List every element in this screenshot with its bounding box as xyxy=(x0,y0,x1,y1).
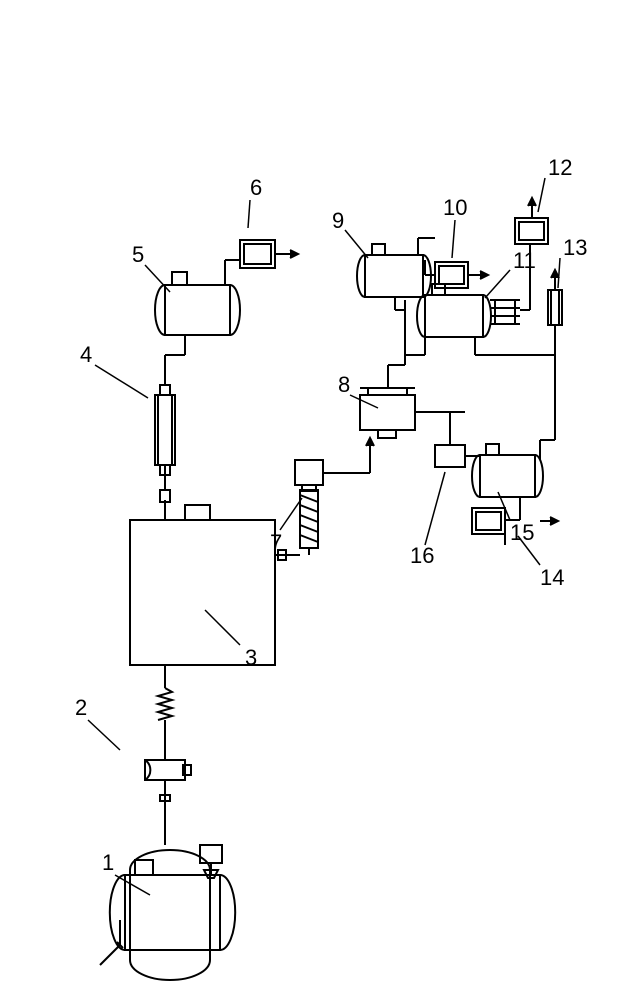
label-10: 10 xyxy=(443,195,467,220)
tank-1-vessel xyxy=(100,845,235,965)
tank-15 xyxy=(472,444,543,497)
label-9: 9 xyxy=(332,208,344,233)
label-16: 16 xyxy=(410,543,434,568)
pump-2 xyxy=(145,760,191,845)
label-2: 2 xyxy=(75,695,87,720)
label-8: 8 xyxy=(338,372,350,397)
tank-11 xyxy=(417,284,520,337)
process-diagram xyxy=(88,178,562,980)
component-16 xyxy=(435,412,465,467)
conn-3-4 xyxy=(160,465,170,520)
component-4 xyxy=(155,385,175,475)
label-6: 6 xyxy=(250,175,262,200)
label-11: 11 xyxy=(513,248,536,273)
component-13 xyxy=(548,270,562,325)
label-15: 15 xyxy=(510,520,534,545)
label-4: 4 xyxy=(80,342,92,367)
tank-5 xyxy=(155,272,240,335)
label-texts: 1 2 3 4 5 6 7 8 9 10 11 12 13 14 15 16 xyxy=(75,155,587,875)
conn-2-3 xyxy=(158,665,172,760)
box-12 xyxy=(515,198,548,255)
tank-1 xyxy=(130,850,210,980)
box-3 xyxy=(130,505,275,665)
label-7: 7 xyxy=(270,530,282,555)
label-5: 5 xyxy=(132,242,144,267)
component-8 xyxy=(360,388,415,438)
label-3: 3 xyxy=(245,645,257,670)
label-14: 14 xyxy=(540,565,564,590)
box-6 xyxy=(240,240,298,268)
label-12: 12 xyxy=(548,155,572,180)
labels xyxy=(88,178,560,895)
label-13: 13 xyxy=(563,235,587,260)
label-1: 1 xyxy=(102,850,114,875)
